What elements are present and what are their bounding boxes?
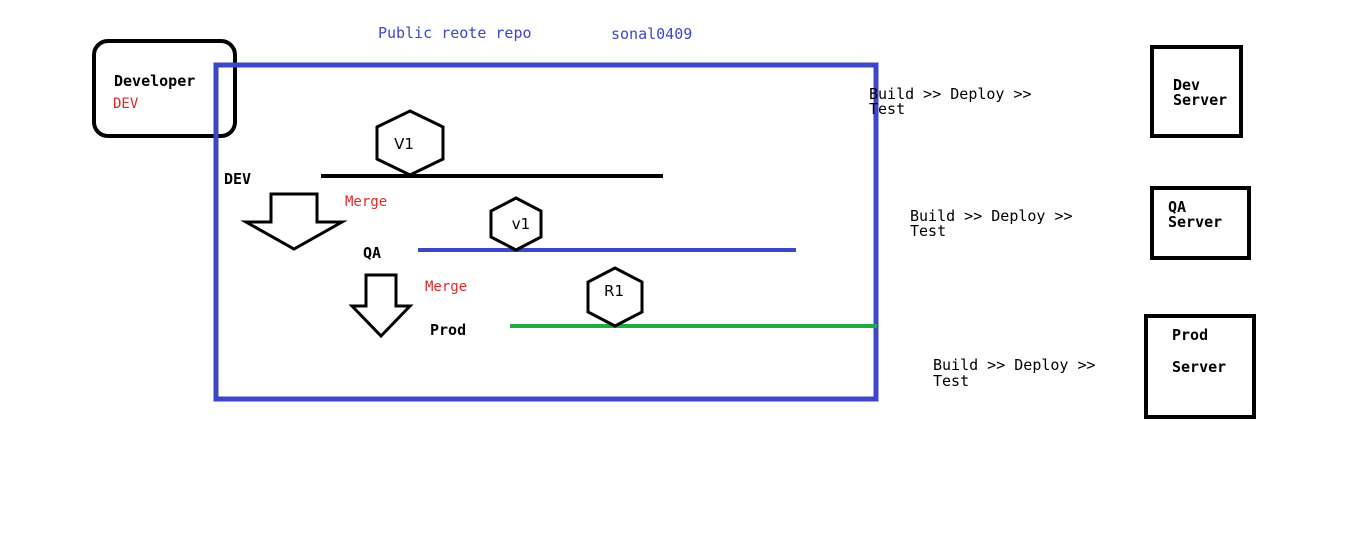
- developer-label: Developer: [114, 72, 195, 90]
- developer-box: [92, 39, 237, 138]
- dev-server-line1: Dev: [1173, 76, 1200, 94]
- qa-pipeline-line1: Build >> Deploy >>: [910, 207, 1073, 225]
- repo-title: Public reote repo: [378, 24, 532, 42]
- qa-server-line1: QA: [1168, 198, 1186, 216]
- prod-pipeline-line2: Test: [933, 372, 969, 390]
- merge-label-dev-to-qa: Merge: [345, 194, 387, 210]
- prod-tag-label: R1: [604, 282, 624, 300]
- prod-branch-label: Prod: [430, 321, 466, 339]
- repo-user: sonal0409: [611, 25, 692, 43]
- prod-tag-hexagon: [586, 266, 644, 328]
- dev-tag-hexagon: [375, 109, 445, 177]
- qa-pipeline-line2: Test: [910, 222, 946, 240]
- prod-server-line2: Server: [1172, 358, 1226, 376]
- qa-tag-hexagon: [489, 196, 543, 252]
- qa-server-box: [1150, 186, 1251, 260]
- prod-server-line1: Prod: [1172, 326, 1208, 344]
- dev-pipeline-line1: Build >> Deploy >>: [869, 85, 1032, 103]
- prod-pipeline-line1: Build >> Deploy >>: [933, 356, 1096, 374]
- developer-env: DEV: [113, 96, 139, 112]
- prod-server-box: [1144, 314, 1256, 419]
- dev-pipeline-line2: Test: [869, 100, 905, 118]
- qa-server-line2: Server: [1168, 213, 1222, 231]
- dev-server-box: [1150, 45, 1243, 138]
- dev-server-line2: Server: [1173, 91, 1227, 109]
- merge-arrow-dev-to-qa: [240, 192, 348, 251]
- merge-arrow-qa-to-prod: [348, 273, 414, 339]
- merge-label-qa-to-prod: Merge: [425, 279, 467, 295]
- qa-branch-label: QA: [363, 244, 381, 262]
- repo-box: [213, 62, 879, 402]
- dev-tag-label: V1: [394, 135, 414, 153]
- qa-tag-label: v1: [512, 215, 530, 233]
- dev-branch-label: DEV: [224, 170, 251, 188]
